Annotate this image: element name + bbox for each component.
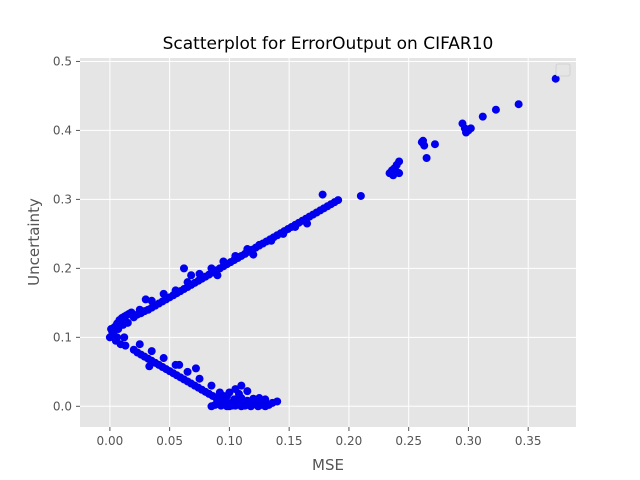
scatter-point	[207, 264, 216, 273]
y-tick-label: 0.3	[53, 192, 72, 206]
scatter-point	[121, 341, 130, 350]
scatter-point	[187, 271, 196, 280]
x-tick-label: 0.35	[515, 434, 542, 448]
scatter-point	[195, 269, 204, 278]
scatter-point	[478, 112, 487, 121]
scatter-point	[107, 325, 116, 334]
tick-labels: 0.00 0.05 0.10 0.15 0.20 0.25 0.30 0.35 0.0 0.1 0.…	[53, 54, 542, 448]
scatter-point	[254, 402, 263, 411]
scatter-point	[417, 138, 426, 147]
scatter-point	[135, 305, 144, 314]
scatter-point	[213, 271, 222, 280]
scatter-point	[551, 74, 560, 83]
scatter-point	[123, 318, 132, 327]
scatter-point	[249, 394, 258, 403]
x-tick-label: 0.25	[395, 434, 422, 448]
scatter-point	[291, 222, 300, 231]
x-tick-label: 0.15	[276, 434, 303, 448]
scatter-point	[147, 347, 156, 356]
scatter-point	[219, 391, 228, 400]
scatter-point	[171, 286, 180, 295]
scatter-point	[255, 240, 264, 249]
scatter-point	[147, 296, 156, 305]
scatter-point	[240, 401, 249, 410]
plot-background	[80, 58, 576, 427]
scatter-point	[243, 387, 252, 396]
scatter-point	[303, 219, 312, 228]
scatter-point	[334, 196, 343, 205]
scatter-point	[179, 264, 188, 273]
scatter-point	[273, 397, 282, 406]
y-tick-label: 0.5	[53, 54, 72, 68]
scatter-point	[175, 360, 184, 369]
x-tick-label: 0.30	[455, 434, 482, 448]
scatter-point	[430, 140, 439, 149]
x-tick-label: 0.00	[97, 434, 124, 448]
scatter-point	[225, 388, 234, 397]
y-tick-label: 0.2	[53, 261, 72, 275]
scatter-point	[225, 402, 234, 411]
scatter-point	[243, 245, 252, 254]
y-axis-label: Uncertainty	[25, 198, 43, 286]
data-points	[105, 74, 560, 411]
scatter-point	[219, 257, 228, 266]
scatter-point	[195, 374, 204, 383]
scatter-point	[191, 364, 200, 373]
scatter-point	[491, 105, 500, 114]
scatter-point	[183, 278, 192, 287]
chart-title: Scatterplot for ErrorOutput on CIFAR10	[163, 34, 494, 54]
scatter-point	[141, 295, 150, 304]
x-tick-label: 0.10	[216, 434, 243, 448]
scatter-point	[231, 251, 240, 260]
scatter-point	[237, 381, 246, 390]
scatter-point	[120, 333, 129, 342]
scatter-point	[159, 354, 168, 363]
y-tick-label: 0.0	[53, 399, 72, 413]
scatter-point	[207, 381, 216, 390]
y-tick-label: 0.4	[53, 123, 72, 137]
scatter-point	[389, 171, 398, 180]
scatter-point	[356, 191, 365, 200]
scatter-point	[234, 389, 243, 398]
scatter-point	[462, 128, 471, 137]
scatter-point	[113, 333, 122, 342]
grid	[80, 58, 576, 427]
scatter-point	[261, 395, 270, 404]
scatter-point	[255, 394, 264, 403]
scatter-point	[183, 367, 192, 376]
scatter-point	[159, 289, 168, 298]
scatter-point	[279, 229, 288, 238]
scatter-point	[145, 362, 154, 371]
scatter-point	[514, 100, 523, 109]
legend-box	[555, 63, 571, 77]
x-axis-label: MSE	[312, 456, 344, 474]
x-tick-label: 0.05	[156, 434, 183, 448]
scatter-point	[422, 154, 431, 163]
scatter-point	[395, 157, 404, 166]
y-tick-label: 0.1	[53, 330, 72, 344]
scatter-point	[135, 340, 144, 349]
scatter-point	[318, 190, 327, 199]
scatter-point	[267, 236, 276, 245]
scatter-point	[249, 250, 258, 259]
x-tick-label: 0.20	[336, 434, 363, 448]
